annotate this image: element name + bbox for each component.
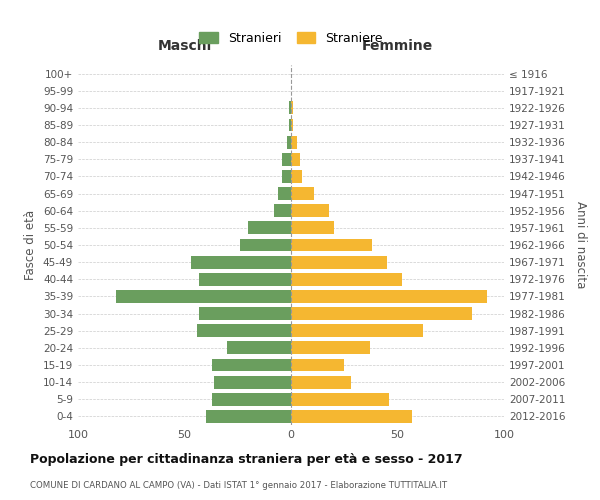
Text: Femmine: Femmine (362, 39, 433, 53)
Bar (274, 204, 291, 217)
Bar (291, 187, 314, 200)
Y-axis label: Anni di nascita: Anni di nascita (574, 202, 587, 288)
Bar (291, 170, 302, 183)
Bar (291, 153, 299, 166)
Bar (291, 393, 389, 406)
Bar (291, 204, 329, 217)
Bar (291, 324, 423, 337)
Bar (116, 290, 291, 303)
Bar (291, 222, 334, 234)
Legend: Stranieri, Straniere: Stranieri, Straniere (199, 32, 383, 44)
Bar (199, 273, 291, 285)
Bar (248, 222, 291, 234)
Y-axis label: Fasce di età: Fasce di età (25, 210, 37, 280)
Bar (206, 410, 291, 423)
Bar (227, 342, 291, 354)
Bar (240, 238, 291, 252)
Bar (291, 102, 293, 114)
Bar (291, 118, 293, 132)
Bar (283, 170, 291, 183)
Bar (212, 358, 291, 372)
Bar (287, 136, 291, 148)
Bar (291, 273, 402, 285)
Bar (212, 393, 291, 406)
Text: COMUNE DI CARDANO AL CAMPO (VA) - Dati ISTAT 1° gennaio 2017 - Elaborazione TUTT: COMUNE DI CARDANO AL CAMPO (VA) - Dati I… (30, 480, 447, 490)
Bar (199, 307, 291, 320)
Bar (291, 290, 487, 303)
Bar (291, 238, 372, 252)
Bar (278, 187, 291, 200)
Bar (291, 307, 472, 320)
Bar (291, 410, 412, 423)
Bar (291, 256, 387, 268)
Bar (289, 118, 291, 132)
Bar (291, 358, 344, 372)
Bar (197, 324, 291, 337)
Bar (283, 153, 291, 166)
Text: Maschi: Maschi (157, 39, 212, 53)
Bar (291, 136, 298, 148)
Text: Popolazione per cittadinanza straniera per età e sesso - 2017: Popolazione per cittadinanza straniera p… (30, 452, 463, 466)
Bar (291, 376, 350, 388)
Bar (289, 102, 291, 114)
Bar (191, 256, 291, 268)
Bar (214, 376, 291, 388)
Bar (291, 342, 370, 354)
